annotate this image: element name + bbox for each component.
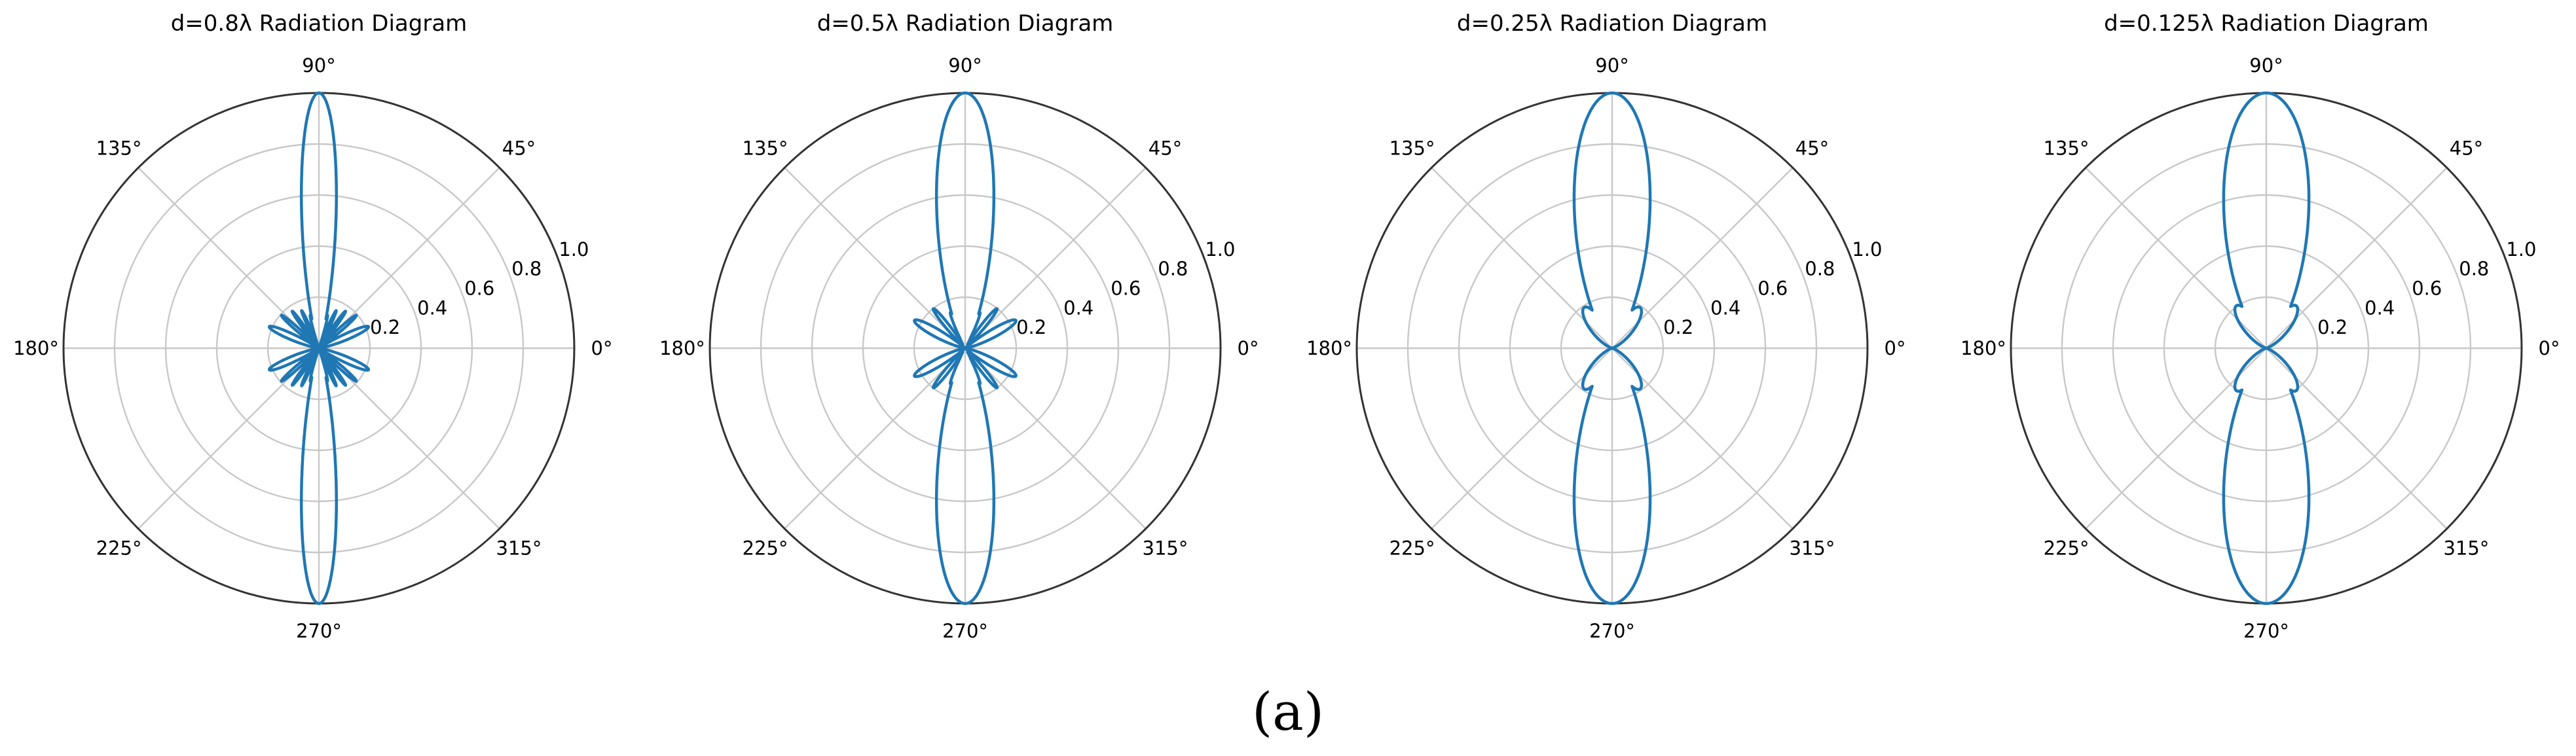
angle-tick-label-225: 225° [743,537,788,559]
radial-tick-label: 0.2 [370,316,400,338]
radial-tick-label: 0.8 [1805,258,1835,280]
radial-tick-label: 1.0 [1852,238,1882,261]
angle-tick-label-315: 315° [2444,537,2490,559]
spoke-45 [965,167,1147,349]
spoke-225 [784,348,966,530]
radial-tick-label: 0.4 [417,297,447,319]
angle-tick-label-0: 0° [1885,337,1906,359]
angle-tick-label-225: 225° [2044,537,2089,559]
angle-tick-label-225: 225° [96,537,142,559]
radial-tick-label: 1.0 [559,238,589,261]
angle-tick-label-315: 315° [496,537,542,559]
radial-tick-label: 1.0 [2506,238,2536,261]
angle-tick-label-135: 135° [1389,137,1435,160]
radial-tick-label: 0.8 [1158,258,1188,280]
angle-tick-label-135: 135° [96,137,142,160]
polar-chart-3: 0.2 0.4 0.6 0.8 1.0 0° 45° 90° 135° 180° 225° 270° 3… [1306,10,1905,642]
angle-tick-label-315: 315° [1790,537,1835,559]
angle-tick-label-90: 90° [948,54,982,77]
radial-tick-label: 0.4 [2364,297,2395,319]
angle-tick-label-90: 90° [2249,54,2283,77]
angle-tick-label-270: 270° [2243,620,2289,642]
radial-tick-label: 0.6 [1111,277,1141,299]
angle-tick-label-270: 270° [942,620,988,642]
spoke-225 [1431,348,1613,530]
radial-tick-label: 0.4 [1710,297,1740,319]
radial-tick-label: 0.2 [1663,316,1693,338]
angle-tick-label-135: 135° [2044,137,2089,160]
polar-chart-1: 0.2 0.4 0.6 0.8 1.0 0° 45° 90° 135° 180° 225° 270° 3… [13,10,612,642]
angle-tick-label-45: 45° [1149,137,1182,160]
chart-title: d=0.25λ Radiation Diagram [1457,10,1767,37]
angle-tick-label-45: 45° [2450,137,2483,160]
angle-tick-label-90: 90° [302,54,335,77]
radial-tick-label: 0.6 [464,277,494,299]
radiation-pattern-line [1572,91,1652,605]
radial-tick-label: 0.6 [2412,277,2442,299]
radial-tick-label: 0.6 [1757,277,1788,299]
angle-tick-label-90: 90° [1595,54,1628,77]
angle-tick-label-180: 180° [1960,337,2006,359]
figure-caption: (a) [1252,681,1324,742]
radiation-pattern-line [913,91,1018,605]
angle-tick-label-180: 180° [13,337,59,359]
polar-chart-2: 0.2 0.4 0.6 0.8 1.0 0° 45° 90° 135° 180° 225° 270° 3… [659,10,1259,642]
radiation-pattern-line [2222,91,2311,605]
spoke-135 [1431,167,1613,349]
radial-tick-label: 0.8 [511,258,542,280]
radial-tick-label: 0.4 [1063,297,1094,319]
radial-tick-label: 0.8 [2459,258,2489,280]
angle-tick-label-0: 0° [591,337,613,359]
spoke-315 [965,348,1147,530]
radial-tick-label: 0.2 [1016,316,1046,338]
spoke-45 [1611,167,1794,349]
angle-tick-label-270: 270° [296,620,342,642]
angle-tick-label-180: 180° [659,337,705,359]
angle-tick-label-315: 315° [1143,537,1188,559]
chart-title: d=0.8λ Radiation Diagram [171,10,468,37]
chart-title: d=0.5λ Radiation Diagram [817,10,1114,37]
spoke-135 [784,167,966,349]
radial-tick-label: 1.0 [1205,238,1235,261]
spoke-315 [1611,348,1794,530]
radiation-pattern-line [267,91,371,605]
angle-tick-label-0: 0° [2539,337,2560,359]
angle-tick-label-225: 225° [1389,537,1435,559]
radial-tick-label: 0.2 [2317,316,2347,338]
angle-tick-label-45: 45° [502,137,536,160]
angle-tick-label-0: 0° [1238,337,1259,359]
chart-title: d=0.125λ Radiation Diagram [2104,10,2429,37]
polar-chart-4: 0.2 0.4 0.6 0.8 1.0 0° 45° 90° 135° 180° 225° 270° 3… [1960,10,2560,642]
angle-tick-label-270: 270° [1589,620,1635,642]
angle-tick-label-135: 135° [743,137,788,160]
angle-tick-label-45: 45° [1795,137,1829,160]
angle-tick-label-180: 180° [1306,337,1352,359]
